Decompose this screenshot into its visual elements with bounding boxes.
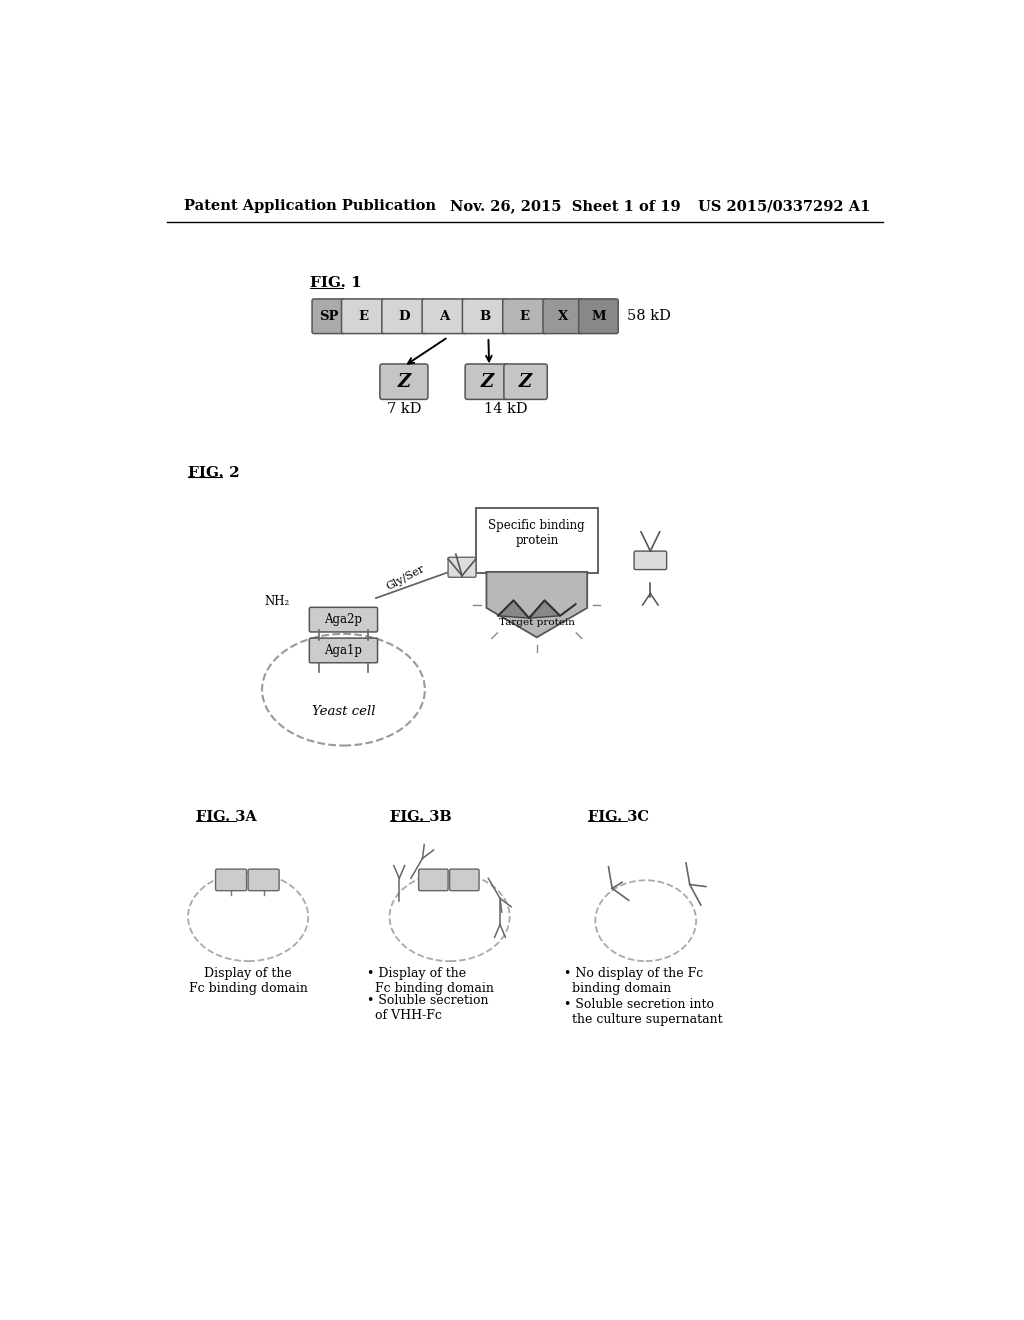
- FancyBboxPatch shape: [342, 298, 386, 334]
- FancyBboxPatch shape: [634, 552, 667, 570]
- FancyBboxPatch shape: [382, 298, 426, 334]
- Text: Nov. 26, 2015  Sheet 1 of 19: Nov. 26, 2015 Sheet 1 of 19: [450, 199, 680, 213]
- FancyBboxPatch shape: [463, 298, 507, 334]
- Ellipse shape: [389, 873, 510, 961]
- FancyBboxPatch shape: [503, 298, 547, 334]
- Text: FIG. 2: FIG. 2: [188, 466, 240, 479]
- Text: NH₂: NH₂: [264, 595, 290, 609]
- Text: 14 kD: 14 kD: [484, 401, 528, 416]
- FancyBboxPatch shape: [476, 508, 598, 573]
- Text: US 2015/0337292 A1: US 2015/0337292 A1: [697, 199, 870, 213]
- Ellipse shape: [262, 634, 425, 746]
- Text: Z: Z: [480, 372, 494, 391]
- Text: • Display of the
  Fc binding domain: • Display of the Fc binding domain: [367, 966, 494, 995]
- Polygon shape: [498, 601, 529, 618]
- Text: E: E: [520, 310, 529, 323]
- FancyBboxPatch shape: [449, 557, 476, 577]
- FancyBboxPatch shape: [216, 869, 247, 891]
- FancyBboxPatch shape: [543, 298, 583, 334]
- Text: Gly/Ser: Gly/Ser: [385, 564, 426, 593]
- FancyBboxPatch shape: [248, 869, 280, 891]
- Text: X: X: [558, 310, 568, 323]
- Text: FIG. 3C: FIG. 3C: [588, 809, 648, 824]
- Text: 7 kD: 7 kD: [387, 401, 421, 416]
- Text: Aga2p: Aga2p: [325, 612, 362, 626]
- FancyBboxPatch shape: [422, 298, 466, 334]
- FancyBboxPatch shape: [419, 869, 449, 891]
- Text: D: D: [398, 310, 410, 323]
- Ellipse shape: [188, 873, 308, 961]
- FancyBboxPatch shape: [380, 364, 428, 400]
- Text: M: M: [591, 310, 606, 323]
- Text: Specific binding
protein: Specific binding protein: [488, 519, 585, 546]
- FancyBboxPatch shape: [465, 364, 509, 400]
- Text: Patent Application Publication: Patent Application Publication: [183, 199, 436, 213]
- FancyBboxPatch shape: [309, 607, 378, 632]
- Text: B: B: [479, 310, 490, 323]
- Text: • Soluble secretion into
  the culture supernatant: • Soluble secretion into the culture sup…: [564, 998, 723, 1026]
- Text: Aga1p: Aga1p: [325, 644, 362, 657]
- Text: A: A: [439, 310, 450, 323]
- Text: Z: Z: [519, 372, 532, 391]
- Text: Target protein: Target protein: [499, 619, 574, 627]
- Text: Display of the
Fc binding domain: Display of the Fc binding domain: [188, 966, 307, 995]
- Polygon shape: [529, 601, 560, 618]
- Ellipse shape: [595, 880, 696, 961]
- Text: E: E: [358, 310, 369, 323]
- Text: FIG. 3A: FIG. 3A: [197, 809, 257, 824]
- Text: Z: Z: [397, 372, 411, 391]
- Text: FIG. 3B: FIG. 3B: [390, 809, 452, 824]
- FancyBboxPatch shape: [309, 638, 378, 663]
- FancyBboxPatch shape: [450, 869, 479, 891]
- FancyBboxPatch shape: [312, 298, 345, 334]
- Text: Yeast cell: Yeast cell: [311, 705, 375, 718]
- Text: 58 kD: 58 kD: [627, 309, 671, 323]
- FancyBboxPatch shape: [504, 364, 547, 400]
- Polygon shape: [486, 572, 587, 638]
- Text: • Soluble secretion
  of VHH-Fc: • Soluble secretion of VHH-Fc: [367, 994, 488, 1022]
- FancyBboxPatch shape: [579, 298, 618, 334]
- Text: • No display of the Fc
  binding domain: • No display of the Fc binding domain: [564, 966, 703, 995]
- Text: SP: SP: [318, 310, 339, 323]
- Text: FIG. 1: FIG. 1: [310, 276, 361, 290]
